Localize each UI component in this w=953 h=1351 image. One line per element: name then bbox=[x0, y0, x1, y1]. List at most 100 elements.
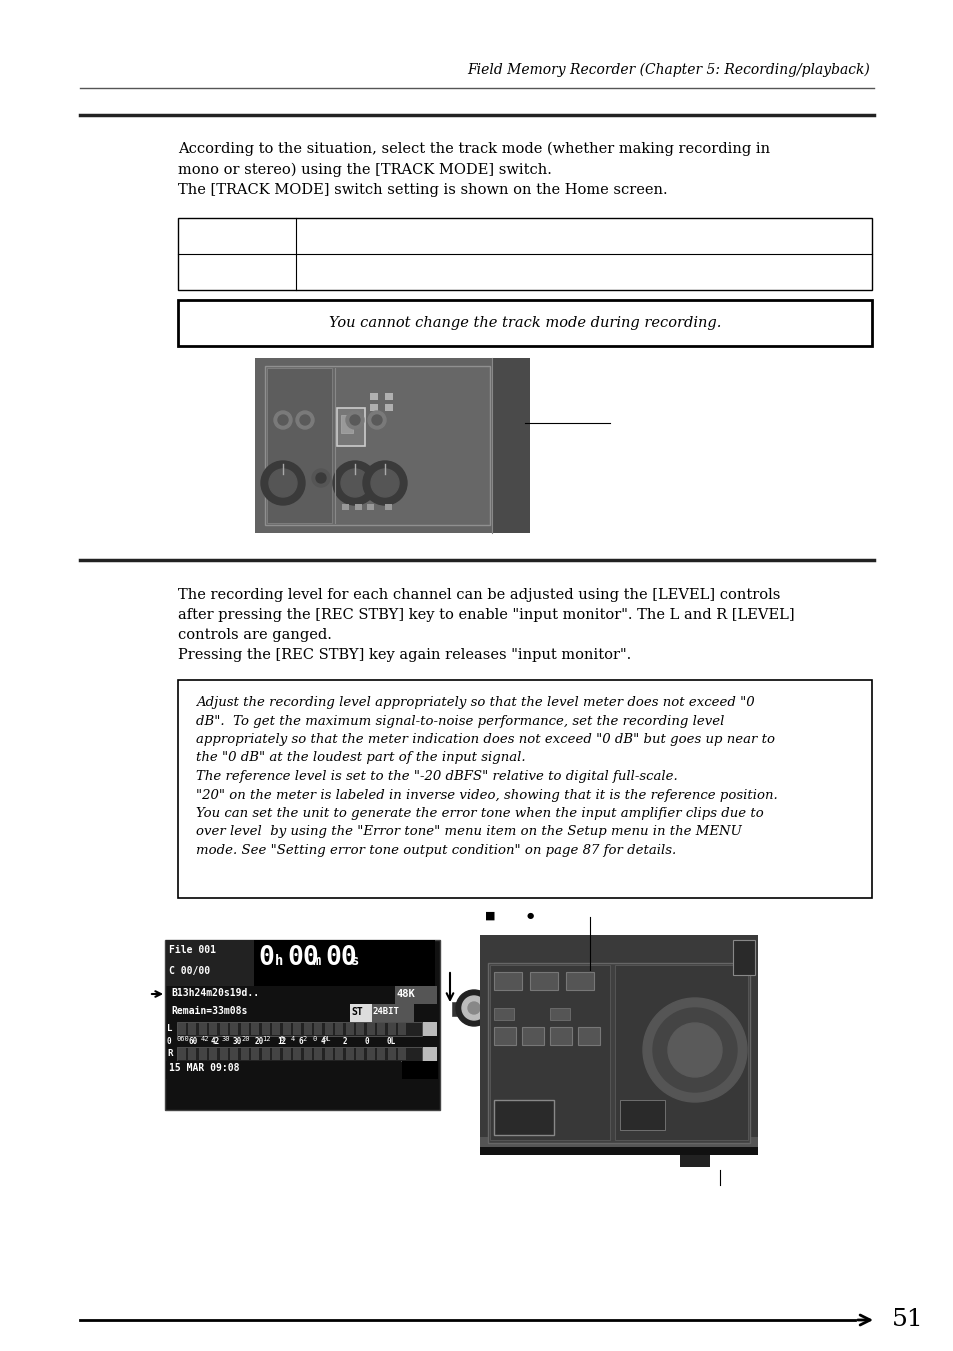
Text: 12: 12 bbox=[276, 1038, 286, 1046]
Bar bbox=[189, 1048, 196, 1061]
Bar bbox=[166, 1061, 400, 1079]
Bar bbox=[488, 963, 749, 1143]
Bar bbox=[252, 1048, 259, 1061]
Circle shape bbox=[363, 461, 407, 505]
Bar bbox=[178, 300, 871, 346]
Bar bbox=[283, 1048, 291, 1061]
Text: 6: 6 bbox=[298, 1038, 303, 1046]
Text: You cannot change the track mode during recording.: You cannot change the track mode during … bbox=[329, 316, 720, 330]
Bar bbox=[210, 1048, 217, 1061]
Circle shape bbox=[372, 415, 381, 426]
Bar bbox=[178, 1048, 186, 1061]
Bar bbox=[401, 1061, 437, 1079]
Bar bbox=[241, 1048, 249, 1061]
Circle shape bbox=[350, 415, 359, 426]
Text: 4: 4 bbox=[320, 1038, 325, 1046]
Bar bbox=[350, 1004, 372, 1021]
Text: 0: 0 bbox=[257, 944, 274, 971]
Bar bbox=[615, 965, 747, 1140]
Text: 30: 30 bbox=[222, 1036, 231, 1042]
Bar bbox=[294, 1048, 301, 1061]
Bar bbox=[231, 1048, 238, 1061]
Circle shape bbox=[652, 1008, 737, 1092]
Bar bbox=[325, 1023, 333, 1035]
Bar bbox=[385, 404, 393, 411]
Bar bbox=[494, 971, 521, 990]
Bar bbox=[422, 1021, 436, 1036]
Circle shape bbox=[456, 990, 492, 1025]
Bar bbox=[340, 415, 353, 434]
Bar bbox=[367, 1023, 375, 1035]
Circle shape bbox=[468, 1002, 479, 1015]
Text: 42: 42 bbox=[201, 1036, 210, 1042]
Text: 42: 42 bbox=[211, 1038, 220, 1046]
Bar bbox=[325, 1048, 333, 1061]
Bar bbox=[490, 965, 609, 1140]
Bar bbox=[372, 1004, 414, 1021]
Text: According to the situation, select the track mode (whether making recording in
m: According to the situation, select the t… bbox=[178, 142, 769, 197]
Circle shape bbox=[461, 996, 485, 1020]
Bar bbox=[367, 1048, 375, 1061]
Circle shape bbox=[277, 415, 288, 426]
Circle shape bbox=[299, 415, 310, 426]
Bar bbox=[578, 1027, 599, 1046]
Text: 12: 12 bbox=[262, 1036, 271, 1042]
Circle shape bbox=[274, 411, 292, 430]
Bar bbox=[262, 1048, 270, 1061]
Text: 60: 60 bbox=[189, 1038, 198, 1046]
Text: C 00/00: C 00/00 bbox=[169, 966, 210, 975]
Bar bbox=[550, 1027, 572, 1046]
Bar bbox=[355, 504, 361, 509]
Text: L: L bbox=[167, 1024, 172, 1034]
Circle shape bbox=[346, 411, 364, 430]
Bar bbox=[283, 1023, 291, 1035]
Text: ST: ST bbox=[351, 1006, 362, 1017]
Text: B13h24m20s19d..: B13h24m20s19d.. bbox=[171, 988, 259, 998]
Bar bbox=[494, 1100, 554, 1135]
Bar bbox=[165, 940, 439, 1111]
Text: 20: 20 bbox=[241, 1036, 250, 1042]
Bar bbox=[189, 1023, 196, 1035]
Bar bbox=[494, 1027, 516, 1046]
Bar bbox=[346, 1048, 354, 1061]
Bar bbox=[265, 366, 490, 526]
Text: 4: 4 bbox=[291, 1036, 294, 1042]
Text: 6: 6 bbox=[280, 1036, 284, 1042]
Bar bbox=[178, 218, 871, 290]
Text: 48K: 48K bbox=[396, 989, 416, 998]
Text: h: h bbox=[274, 954, 283, 969]
Bar bbox=[346, 1023, 354, 1035]
Bar bbox=[166, 940, 253, 986]
Circle shape bbox=[667, 1023, 721, 1077]
Text: 060: 060 bbox=[177, 1036, 190, 1042]
Bar bbox=[253, 940, 435, 986]
Bar bbox=[336, 408, 365, 446]
Text: File 001: File 001 bbox=[169, 944, 215, 955]
Text: 00: 00 bbox=[325, 944, 356, 971]
Text: 00: 00 bbox=[287, 944, 318, 971]
Bar bbox=[479, 1147, 758, 1155]
Text: 51: 51 bbox=[891, 1309, 923, 1332]
Text: 0L: 0L bbox=[387, 1038, 395, 1046]
Text: 0: 0 bbox=[365, 1038, 369, 1046]
Bar bbox=[304, 1048, 312, 1061]
Bar bbox=[494, 1008, 514, 1020]
Bar bbox=[294, 1023, 301, 1035]
Bar bbox=[479, 1138, 758, 1155]
Bar bbox=[521, 1027, 543, 1046]
Bar bbox=[210, 1023, 217, 1035]
Bar bbox=[356, 1048, 364, 1061]
Circle shape bbox=[295, 411, 314, 430]
Bar bbox=[304, 1023, 312, 1035]
Bar bbox=[220, 1023, 228, 1035]
Bar bbox=[220, 1048, 228, 1061]
Bar bbox=[377, 1048, 385, 1061]
Bar bbox=[241, 1023, 249, 1035]
Bar bbox=[273, 1023, 280, 1035]
Text: 0: 0 bbox=[313, 1036, 317, 1042]
Bar bbox=[177, 1021, 421, 1036]
Text: 0: 0 bbox=[167, 1038, 172, 1046]
Bar bbox=[388, 1023, 395, 1035]
Text: s: s bbox=[351, 954, 359, 969]
Bar bbox=[388, 1048, 395, 1061]
